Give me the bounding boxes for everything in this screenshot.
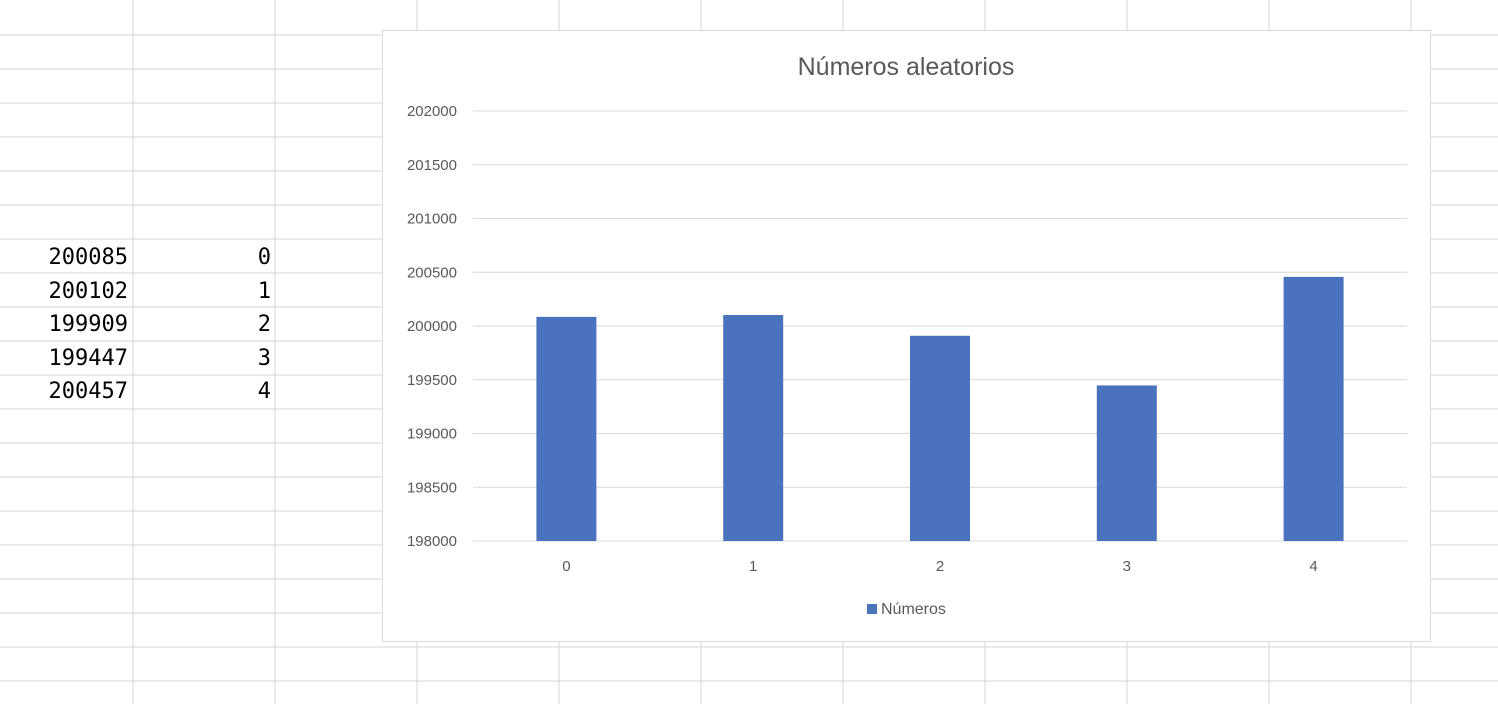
- legend-label: Números: [881, 601, 946, 618]
- cell-index[interactable]: 0: [257, 245, 271, 270]
- cell-value[interactable]: 199447: [48, 345, 128, 371]
- legend: Números: [867, 601, 946, 618]
- cell-value[interactable]: 200102: [48, 278, 128, 304]
- y-tick-label: 199000: [407, 426, 457, 443]
- y-tick-labels: 198000 198500 199000 199500 200000 200500 2010…: [407, 103, 457, 550]
- x-tick-label: 4: [1309, 558, 1317, 575]
- bar[interactable]: [910, 335, 970, 541]
- chart-title: Números aleatorios: [798, 53, 1015, 81]
- y-tick-label: 198500: [407, 479, 457, 496]
- gridlines: [473, 110, 1407, 542]
- x-tick-label: 0: [562, 558, 570, 575]
- x-tick-labels: 0 1 2 3 4: [562, 558, 1318, 575]
- y-tick-label: 199500: [407, 372, 457, 389]
- bar[interactable]: [536, 316, 597, 541]
- y-tick-label: 198000: [407, 533, 457, 550]
- chart-area[interactable]: 198000 198500 199000 199500 200000 200500 2010…: [382, 30, 1431, 642]
- cell-value[interactable]: 200457: [48, 379, 128, 404]
- x-tick-label: 3: [1123, 558, 1131, 575]
- cell-value[interactable]: 200085: [48, 245, 128, 270]
- bars: [536, 276, 1344, 541]
- x-tick-label: 2: [936, 558, 944, 575]
- x-tick-label: 1: [749, 558, 757, 575]
- cell-index[interactable]: 3: [257, 345, 271, 371]
- bar[interactable]: [723, 315, 784, 541]
- cell-index[interactable]: 2: [257, 312, 271, 337]
- legend-swatch: [867, 604, 877, 614]
- cell-value[interactable]: 199909: [48, 312, 128, 337]
- bar[interactable]: [1096, 385, 1157, 541]
- cell-index[interactable]: 4: [257, 379, 271, 404]
- y-tick-label: 201500: [407, 157, 457, 174]
- y-tick-label: 202000: [407, 103, 457, 120]
- bar[interactable]: [1283, 276, 1344, 541]
- y-tick-label: 200500: [407, 264, 457, 281]
- y-tick-label: 201000: [407, 211, 457, 228]
- y-tick-label: 200000: [407, 318, 457, 335]
- bar-chart: 1980001985001990001995002000002005002010…: [407, 53, 1407, 618]
- cell-index[interactable]: 1: [257, 278, 271, 304]
